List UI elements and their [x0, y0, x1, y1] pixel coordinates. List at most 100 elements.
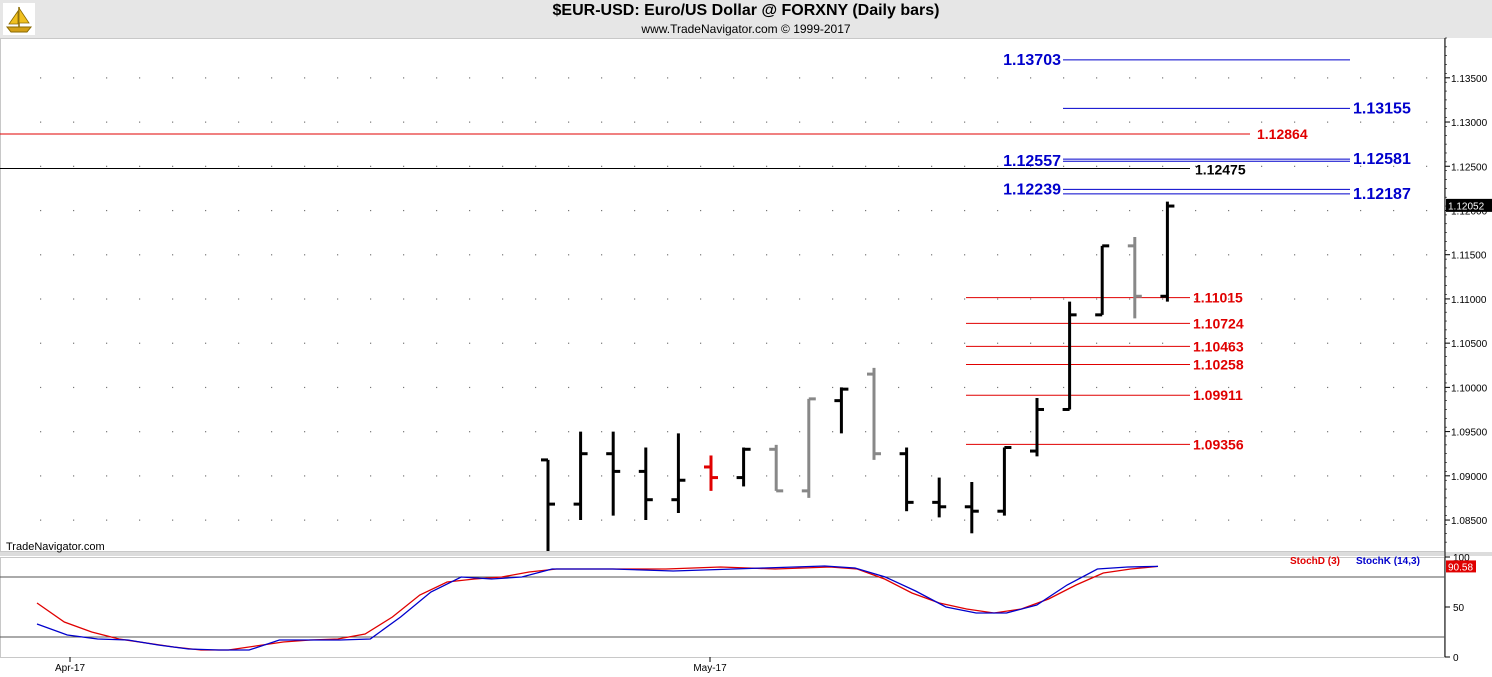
grid-dot: [865, 386, 867, 389]
grid-dot: [1426, 77, 1428, 79]
grid-dot: [634, 519, 636, 521]
grid-dot: [931, 209, 933, 212]
grid-dot: [1360, 475, 1362, 477]
grid-dot: [403, 209, 405, 212]
grid-dot: [1228, 121, 1230, 123]
grid-dot: [271, 431, 273, 433]
price-bar: [1160, 201, 1175, 302]
grid-dot: [139, 165, 141, 167]
grid-dot: [1096, 519, 1098, 521]
grid-dot: [535, 121, 537, 123]
grid-dot: [898, 386, 900, 389]
grid-dot: [568, 209, 570, 212]
grid-dot: [205, 209, 207, 212]
grid-dot: [733, 342, 735, 344]
grid-dot: [73, 121, 75, 123]
stoch-tick-label: 50: [1453, 603, 1465, 614]
grid-dot: [238, 254, 240, 256]
grid-dot: [1360, 386, 1362, 389]
grid-dot: [304, 519, 306, 521]
chart-header: [0, 0, 1492, 38]
grid-dot: [40, 519, 42, 521]
grid-dot: [898, 519, 900, 521]
grid-dot: [502, 298, 504, 300]
price-bar: [736, 447, 751, 487]
grid-dot: [502, 342, 504, 344]
grid-dot: [931, 77, 933, 79]
grid-dot: [997, 165, 999, 167]
grid-dot: [73, 165, 75, 167]
grid-dot: [1195, 254, 1197, 256]
price-bar: [801, 397, 816, 498]
grid-dot: [601, 386, 603, 389]
grid-dot: [766, 165, 768, 167]
grid-dot: [1129, 386, 1131, 389]
grid-dot: [469, 209, 471, 212]
grid-dot: [205, 298, 207, 300]
grid-dot: [469, 342, 471, 344]
grid-dot: [832, 209, 834, 212]
grid-dot: [370, 121, 372, 123]
grid-dot: [535, 519, 537, 521]
grid-dot: [700, 254, 702, 256]
grid-dot: [436, 342, 438, 344]
grid-dot: [634, 77, 636, 79]
grid-dot: [1261, 342, 1263, 344]
grid-dot: [568, 77, 570, 79]
grid-dot: [634, 209, 636, 212]
grid-dot: [238, 298, 240, 300]
grid-dot: [766, 342, 768, 344]
grid-dot: [667, 298, 669, 300]
grid-dot: [799, 342, 801, 344]
grid-dot: [1261, 209, 1263, 212]
grid-dot: [1393, 209, 1395, 212]
grid-dot: [73, 209, 75, 212]
grid-dot: [997, 342, 999, 344]
grid-dot: [436, 431, 438, 433]
grid-dot: [733, 519, 735, 521]
grid-dot: [1261, 77, 1263, 79]
grid-dot: [271, 475, 273, 477]
grid-dot: [568, 475, 570, 477]
grid-dot: [964, 519, 966, 521]
grid-dot: [73, 342, 75, 344]
grid-dot: [964, 298, 966, 300]
grid-dot: [1228, 254, 1230, 256]
grid-dot: [535, 165, 537, 167]
grid-dot: [568, 519, 570, 521]
grid-dot: [1228, 519, 1230, 521]
grid-dot: [997, 298, 999, 300]
grid-dot: [964, 77, 966, 79]
grid-dot: [1393, 254, 1395, 256]
grid-dot: [964, 121, 966, 123]
grid-dot: [73, 386, 75, 389]
grid-dot: [1063, 209, 1065, 212]
grid-dot: [1129, 298, 1131, 300]
grid-dot: [700, 386, 702, 389]
grid-dot: [238, 475, 240, 477]
grid-dot: [271, 254, 273, 256]
level-label-1.13703: 1.13703: [1003, 52, 1061, 69]
level-label-1.09356: 1.09356: [1193, 436, 1244, 452]
grid-dot: [271, 165, 273, 167]
grid-dot: [1063, 77, 1065, 79]
grid-dot: [40, 254, 42, 256]
grid-dot: [1426, 298, 1428, 300]
grid-dot: [1096, 165, 1098, 167]
grid-dot: [172, 431, 174, 433]
grid-dot: [238, 209, 240, 212]
grid-dot: [1426, 431, 1428, 433]
grid-dot: [469, 519, 471, 521]
grid-dot: [667, 431, 669, 433]
price-tick-label: 1.12500: [1451, 162, 1488, 173]
grid-dot: [997, 121, 999, 123]
grid-dot: [436, 209, 438, 212]
grid-dot: [436, 121, 438, 123]
grid-dot: [1294, 342, 1296, 344]
grid-dot: [799, 165, 801, 167]
grid-dot: [40, 386, 42, 389]
grid-dot: [1030, 254, 1032, 256]
price-bar: [573, 431, 588, 521]
grid-dot: [766, 77, 768, 79]
grid-dot: [733, 165, 735, 167]
